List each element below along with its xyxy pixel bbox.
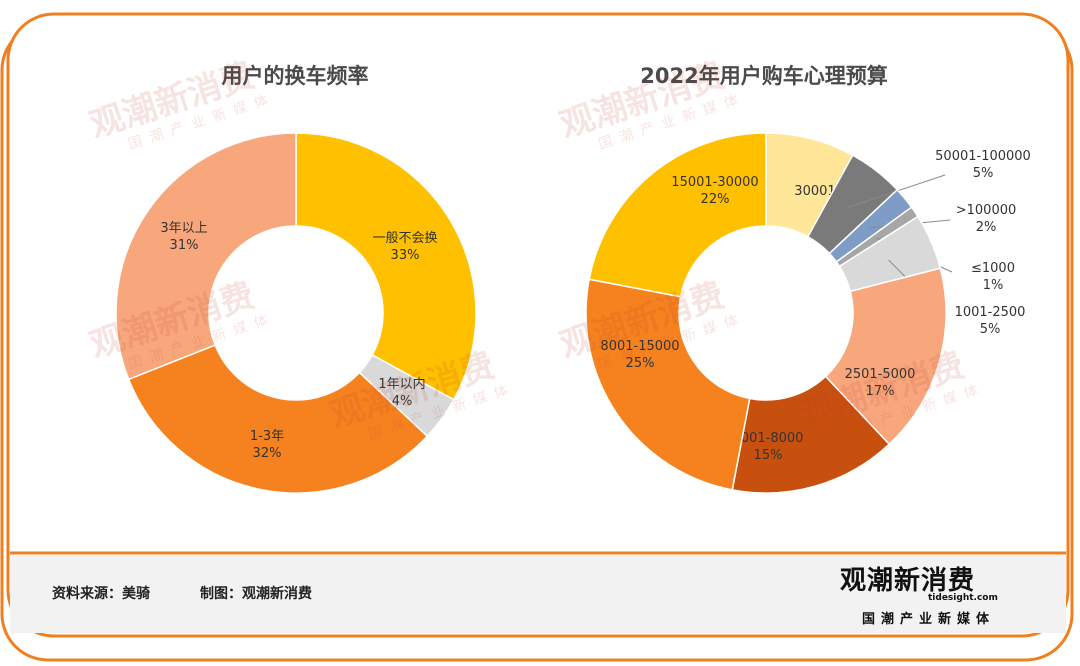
slice-percent: 4% <box>392 394 413 409</box>
slice-label: ≤1000 <box>971 261 1015 276</box>
brand-tagline: 国潮产业新媒体 <box>862 612 996 627</box>
footer-background <box>10 555 1066 633</box>
brand-domain: tidesight.com <box>928 593 998 603</box>
slice-label: 1001-2500 <box>955 305 1026 320</box>
slice-label: 2501-5000 <box>845 367 916 382</box>
donut-chart-purchase-budget: 30001-500008%50001-1000005%>1000002%≤100… <box>585 132 1031 494</box>
slice-一般不会换 <box>295 132 477 401</box>
slice-label: 3年以上 <box>160 221 207 236</box>
slice-label: 1年以内 <box>378 376 425 392</box>
slice-label: 8001-15000 <box>600 339 679 354</box>
maker-note: 制图：观潮新消费 <box>200 586 312 602</box>
slice-percent: 5% <box>980 322 1001 337</box>
chart-title-purchase-budget: 2022年用户购车心理预算 <box>640 64 888 88</box>
slice-label: 50001-100000 <box>935 149 1031 164</box>
slice-percent: 25% <box>626 356 655 371</box>
brand-logo: 观潮新消费 tidesight.com 国潮产业新媒体 <box>840 566 1025 627</box>
source-note: 资料来源：美骑 <box>52 586 150 602</box>
slice-percent: 2% <box>976 220 997 235</box>
slice-percent: 1% <box>983 278 1004 293</box>
slice-8001-15000 <box>585 278 751 491</box>
slice-label: 15001-30000 <box>671 175 758 190</box>
slice-percent: 17% <box>866 384 895 399</box>
slice-label: 5001-8000 <box>733 431 804 446</box>
slice-percent: 15% <box>754 448 783 463</box>
slice-1-3年 <box>127 344 429 494</box>
slice-percent: 5% <box>973 166 994 181</box>
donut-chart-switch-frequency: 一般不会换 33% 1年以内 4% 1-3年 32% 3年以上 31% <box>115 132 477 494</box>
brand-name: 观潮新消费 <box>840 566 976 596</box>
slice-percent: 32% <box>253 446 282 461</box>
chart-title-switch-frequency: 用户的换车频率 <box>221 64 369 88</box>
slice-3年以上 <box>115 132 297 381</box>
slice-15001-30000 <box>588 132 767 298</box>
slice-label: 一般不会换 <box>372 230 437 246</box>
slice-label: 1-3年 <box>250 429 284 444</box>
slice-2501-5000 <box>824 267 947 446</box>
slice-percent: 33% <box>391 248 420 263</box>
slice-5001-8000 <box>731 375 891 494</box>
slice-percent: 31% <box>170 238 199 253</box>
slice-percent: 22% <box>701 192 730 207</box>
slice-label: >100000 <box>956 203 1017 218</box>
